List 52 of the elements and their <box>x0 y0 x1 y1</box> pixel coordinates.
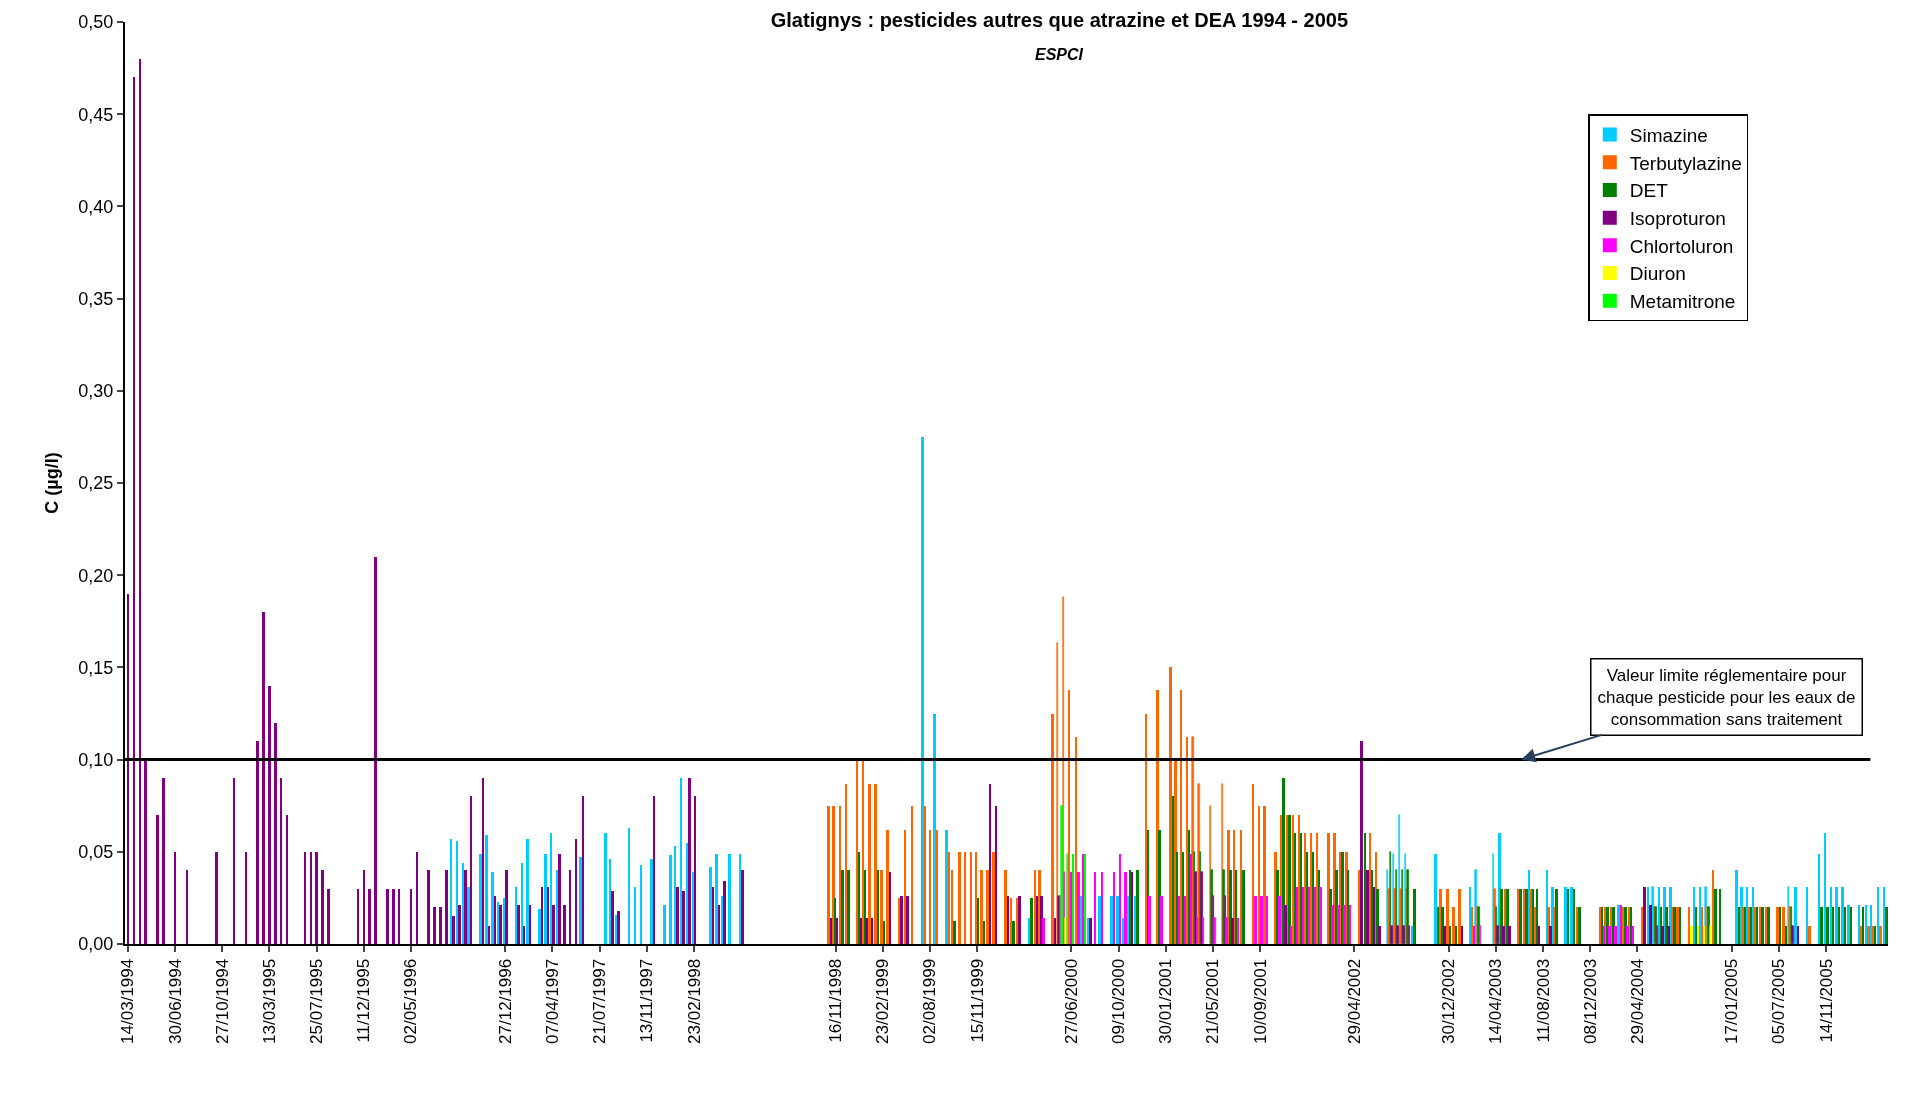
x-tick-label: 05/07/2005 <box>1769 958 1789 1044</box>
x-tick-label: 02/08/1999 <box>920 958 940 1044</box>
x-tick-label: 27/06/2000 <box>1061 958 1081 1044</box>
x-tick-label: 15/11/1999 <box>967 958 987 1043</box>
x-tick-label: 10/09/2001 <box>1250 958 1270 1044</box>
x-tick-label: 17/01/2005 <box>1722 958 1742 1044</box>
y-tick-label: 0,30 <box>78 381 114 402</box>
x-tick-label: 29/04/2002 <box>1344 958 1364 1044</box>
x-tick-label: 13/11/1997 <box>637 958 657 1043</box>
x-tick-label: 09/10/2000 <box>1109 958 1129 1044</box>
legend-label: Terbutylazine <box>1629 152 1742 174</box>
y-tick-label: 0,05 <box>78 842 114 863</box>
x-tick-label: 25/07/1995 <box>307 958 327 1044</box>
x-tick-label: 21/05/2001 <box>1203 958 1223 1044</box>
y-tick-label: 0,25 <box>78 473 114 494</box>
x-tick-label: 07/04/1997 <box>543 958 563 1044</box>
chart-title: Glatignys : pesticides autres que atrazine et DEA 1994 - 2005 <box>770 9 1349 31</box>
y-axis-title: C (µg/l) <box>42 452 63 514</box>
y-tick-label: 0,15 <box>78 657 114 678</box>
legend-label: DET <box>1629 180 1669 202</box>
y-tick-label: 0,40 <box>78 196 114 217</box>
y-tick-label: 0,35 <box>78 288 114 309</box>
x-tick-label: 23/02/1999 <box>873 958 893 1044</box>
x-tick-label: 08/12/2003 <box>1580 958 1600 1044</box>
x-tick-label: 27/12/1996 <box>495 958 515 1044</box>
legend-label: Metamitrone <box>1629 291 1736 313</box>
x-tick-label: 29/04/2004 <box>1627 958 1647 1044</box>
x-tick-label: 14/11/2005 <box>1816 958 1836 1043</box>
x-tick-label: 02/05/1996 <box>401 958 421 1044</box>
y-tick-label: 0,00 <box>78 934 114 955</box>
x-tick-label: 23/02/1998 <box>684 958 704 1044</box>
x-tick-label: 14/04/2003 <box>1486 958 1506 1044</box>
x-tick-label: 13/03/1995 <box>259 958 279 1044</box>
y-tick-label: 0,50 <box>78 12 114 33</box>
y-tick-label: 0,20 <box>78 565 114 586</box>
x-tick-label: 30/06/1994 <box>165 958 185 1044</box>
x-tick-label: 11/08/2003 <box>1533 958 1553 1043</box>
x-tick-label: 11/12/1995 <box>354 958 374 1043</box>
x-tick-label: 27/10/1994 <box>212 958 232 1044</box>
legend-label: Isoproturon <box>1629 208 1726 230</box>
legend-label: Chlortoluron <box>1629 235 1734 257</box>
y-tick-label: 0,45 <box>78 104 114 125</box>
annotation: Valeur limite réglementaire pour chaque pesticide pour les eaux de consommation sans traitement <box>1597 665 1856 729</box>
text: ESPCI <box>1035 46 1084 63</box>
x-tick-label: 14/03/1994 <box>118 958 138 1044</box>
y-tick-label: 0,10 <box>78 749 114 770</box>
x-tick-label: 16/11/1998 <box>826 958 846 1043</box>
x-tick-label: 30/12/2002 <box>1439 958 1459 1044</box>
legend-label: Simazine <box>1629 124 1708 146</box>
legend-label: Diuron <box>1629 263 1686 285</box>
x-tick-label: 21/07/1997 <box>590 958 610 1044</box>
x-tick-label: 30/01/2001 <box>1156 958 1176 1044</box>
